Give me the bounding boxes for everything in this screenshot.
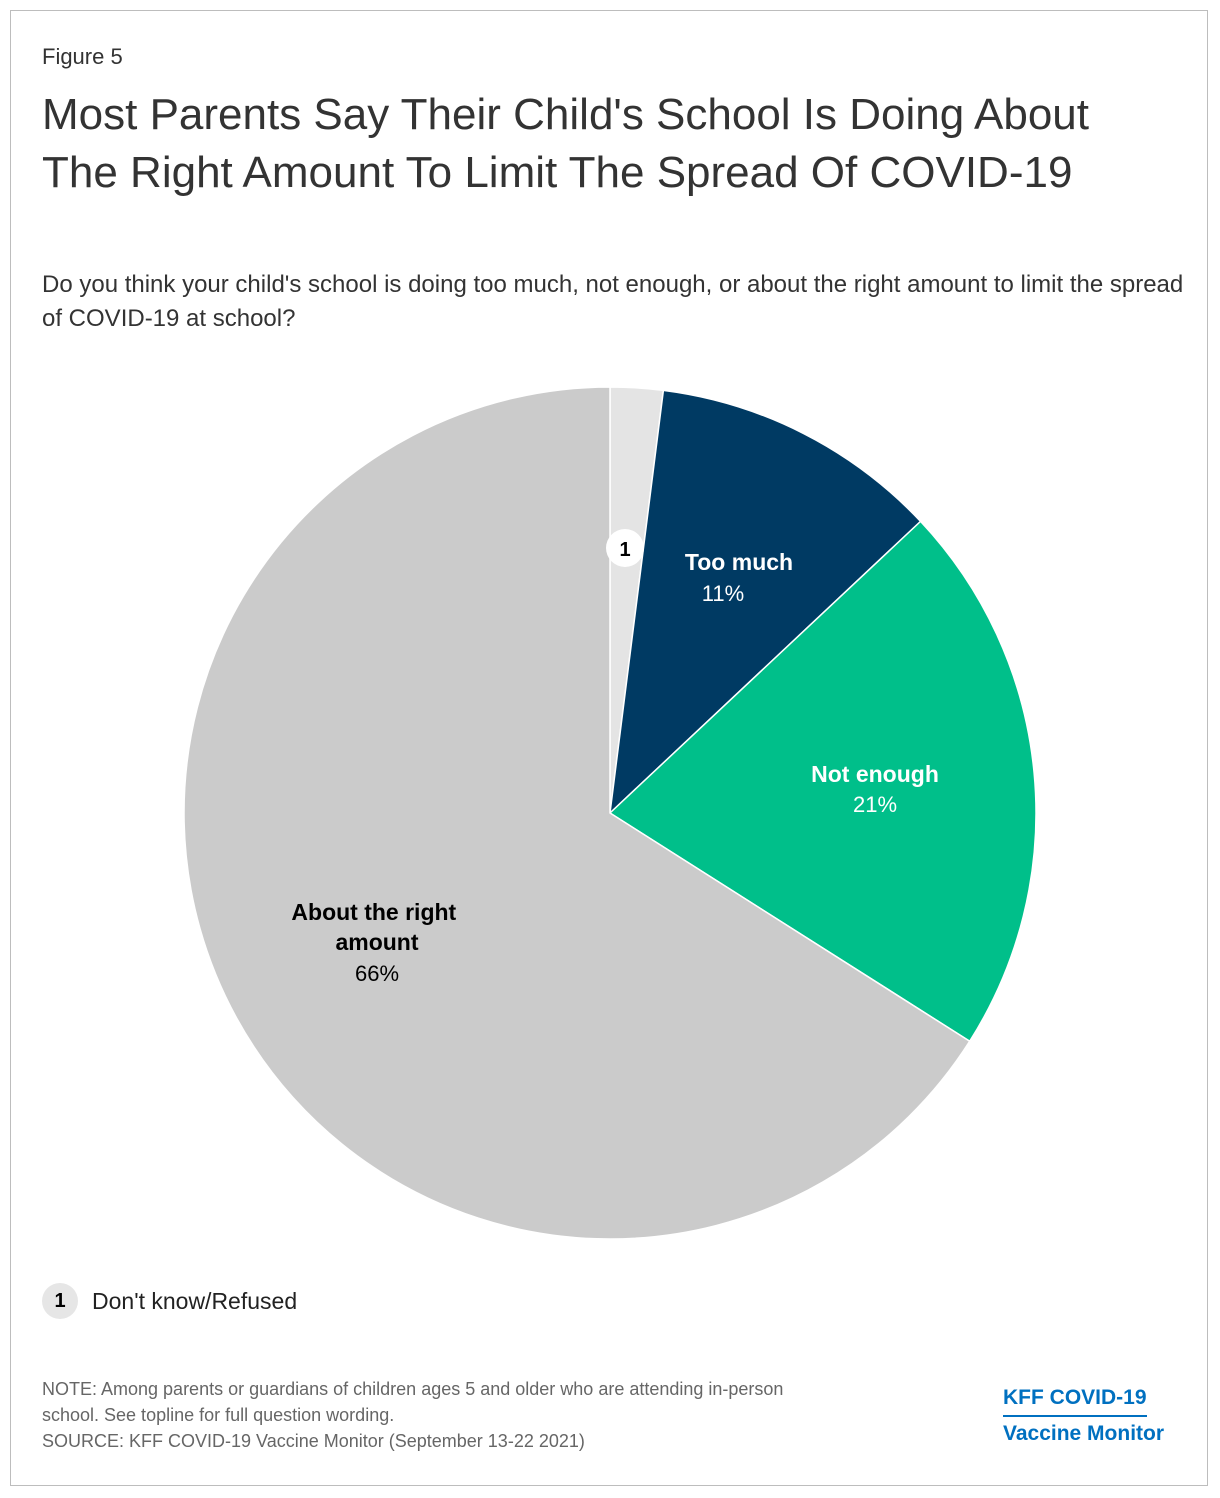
too-much-value: 11%	[702, 581, 744, 606]
figure-label: Figure 5	[42, 44, 123, 69]
slice-label-dont-know: 1	[606, 529, 644, 567]
about-right-label-line2: amount	[335, 929, 418, 955]
not-enough-label: Not enough	[811, 761, 939, 787]
chart-title: Most Parents Say Their Child's School Is…	[42, 90, 1089, 197]
pie-slice-not-enough	[608, 520, 1037, 1043]
about-right-label: About the right amount	[291, 899, 462, 955]
about-right-label-line1: About the right	[291, 899, 456, 925]
legend-text: Don't know/Refused	[92, 1287, 298, 1314]
about-right-value: 66%	[355, 961, 399, 986]
dont-know-badge-text: 1	[619, 539, 630, 561]
legend: 1 Don't know/Refused	[42, 1283, 297, 1319]
note-line: NOTE: Among parents or guardians of chil…	[42, 1379, 784, 1399]
kff-logo: KFF COVID-19 Vaccine Monitor	[1003, 1381, 1164, 1450]
too-much-label: Too much	[685, 549, 793, 575]
pie-slice-too-much	[608, 389, 922, 815]
pie-slice-about-the-right-amount	[183, 386, 971, 1240]
chart-note: NOTE: Among parents or guardians of chil…	[42, 1376, 972, 1454]
slice-label-too-much: Too much 11%	[685, 549, 793, 606]
source-line: SOURCE: KFF COVID-19 Vaccine Monitor (Se…	[42, 1431, 585, 1451]
slice-label-about-right: About the right amount 66%	[291, 899, 462, 986]
legend-badge: 1	[42, 1283, 78, 1319]
slice-label-not-enough: Not enough 21%	[811, 761, 939, 817]
not-enough-value: 21%	[853, 792, 897, 817]
note-line: school. See topline for full question wo…	[42, 1405, 395, 1425]
logo-line1: KFF COVID-19	[1003, 1381, 1147, 1417]
chart-subtitle: Do you think your child's school is doin…	[42, 271, 1184, 332]
logo-line2: Vaccine Monitor	[1003, 1422, 1165, 1445]
